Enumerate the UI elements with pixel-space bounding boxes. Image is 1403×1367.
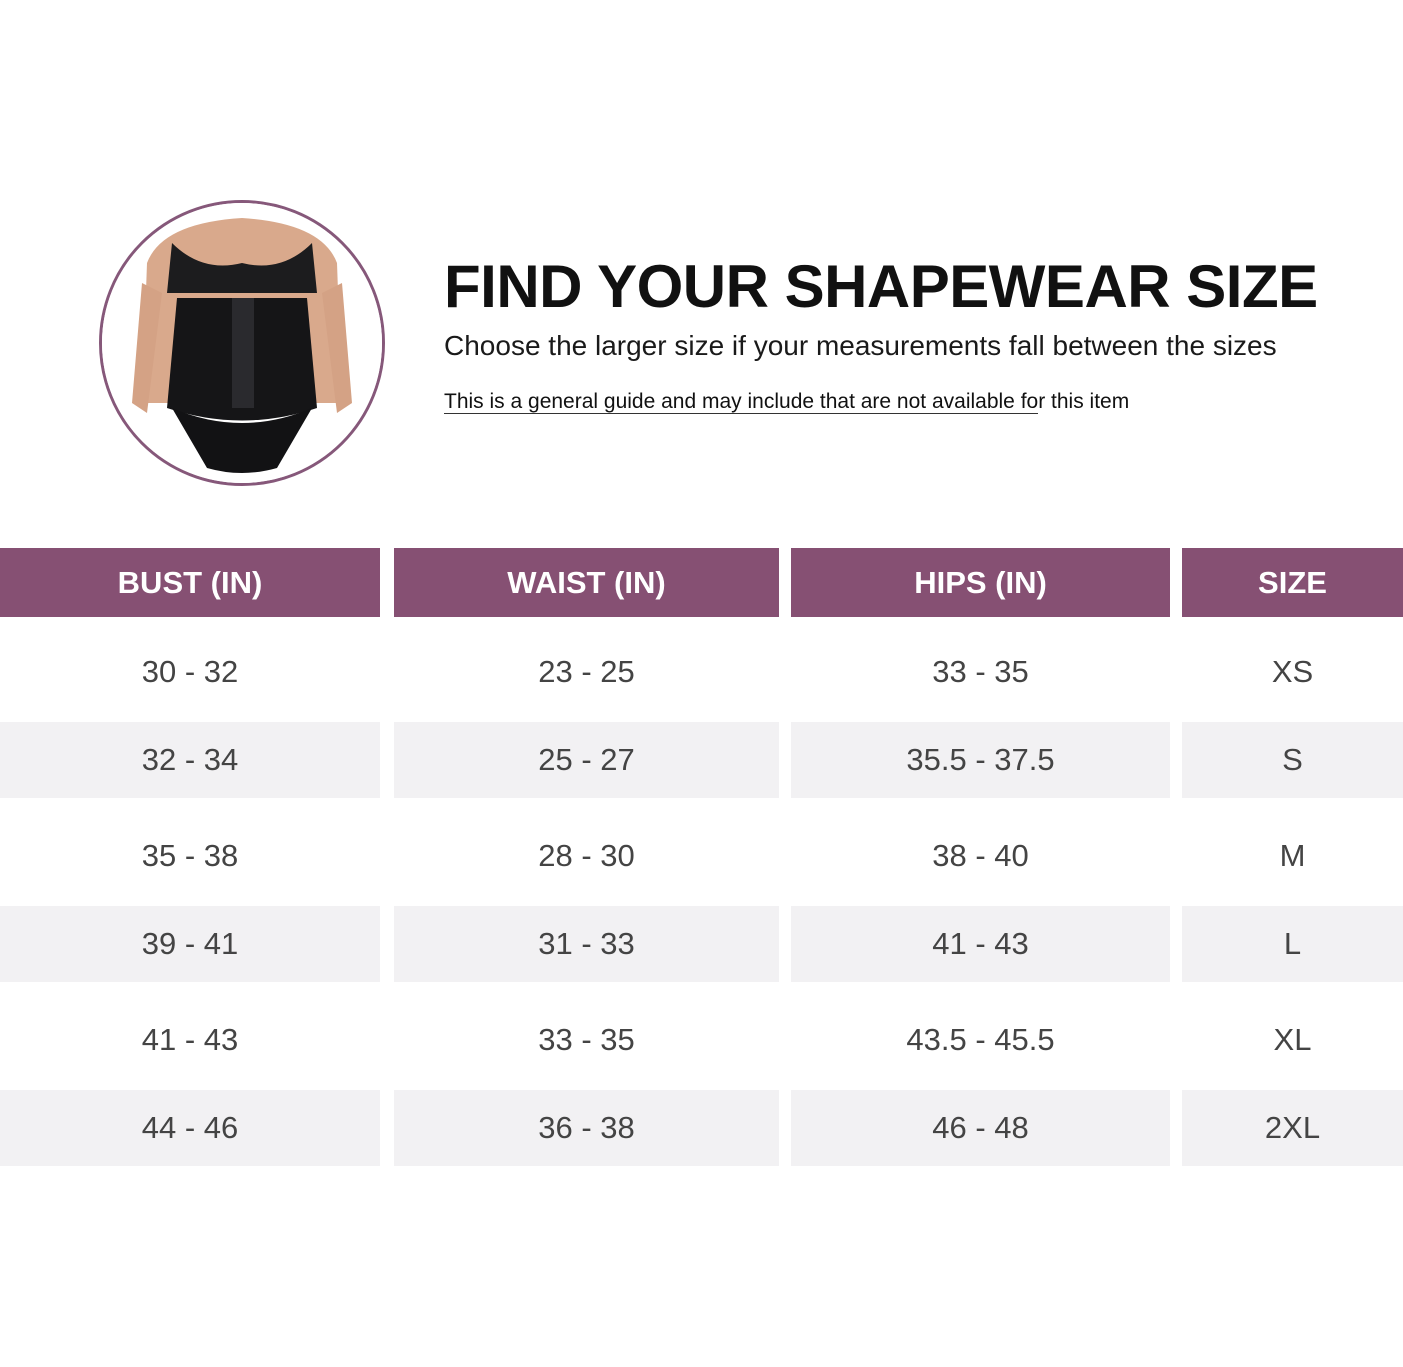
column-header-bust: BUST (IN) xyxy=(0,548,380,617)
guide-note-underlined: This is a general guide and may include … xyxy=(444,390,1039,414)
cell-waist: 23 - 25 xyxy=(538,654,635,689)
cell-size: M xyxy=(1279,838,1306,873)
column-header-hips: HIPS (IN) xyxy=(791,548,1170,617)
cell-waist: 36 - 38 xyxy=(394,1090,779,1166)
cell-waist: 33 - 35 xyxy=(538,1022,635,1057)
cell-bust: 32 - 34 xyxy=(0,722,380,798)
cell-bust: 44 - 46 xyxy=(0,1090,380,1166)
cell-waist: 25 - 27 xyxy=(394,722,779,798)
cell-size: XS xyxy=(1271,654,1314,689)
subtitle: Choose the larger size if your measureme… xyxy=(444,330,1277,361)
cell-bust: 30 - 32 xyxy=(141,654,239,689)
waist-trainer-model-image xyxy=(102,203,382,483)
cell-size: L xyxy=(1182,906,1403,982)
cell-hips: 41 - 43 xyxy=(791,906,1170,982)
guide-note-rest: r this item xyxy=(1038,390,1130,413)
column-header-size: SIZE xyxy=(1182,548,1403,617)
cell-size: S xyxy=(1182,722,1403,798)
cell-bust: 35 - 38 xyxy=(141,838,239,873)
product-photo xyxy=(99,200,385,486)
cell-hips: 38 - 40 xyxy=(932,838,1029,873)
cell-size: XL xyxy=(1273,1022,1312,1057)
cell-bust: 39 - 41 xyxy=(0,906,380,982)
cell-hips: 43.5 - 45.5 xyxy=(906,1022,1055,1057)
cell-waist: 28 - 30 xyxy=(538,838,635,873)
cell-waist: 31 - 33 xyxy=(394,906,779,982)
guide-note: This is a general guide and may include … xyxy=(444,390,1129,414)
cell-size: 2XL xyxy=(1182,1090,1403,1166)
cell-hips: 33 - 35 xyxy=(932,654,1029,689)
cell-hips: 46 - 48 xyxy=(791,1090,1170,1166)
cell-hips: 35.5 - 37.5 xyxy=(791,722,1170,798)
page-title: FIND YOUR SHAPEWEAR SIZE xyxy=(444,253,1318,320)
column-header-waist: WAIST (IN) xyxy=(394,548,779,617)
cell-bust: 41 - 43 xyxy=(141,1022,239,1057)
